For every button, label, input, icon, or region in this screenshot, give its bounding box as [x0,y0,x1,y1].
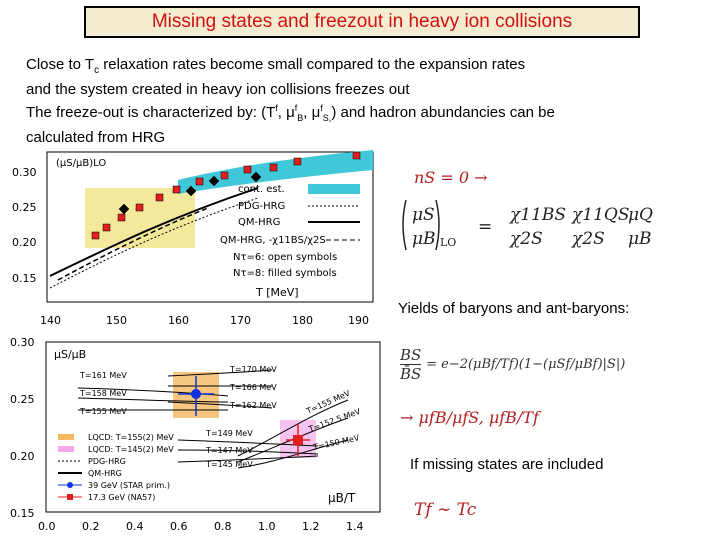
missing-states-label: If missing states are included [410,456,604,473]
bottom-legend-3: QM-HRG [88,469,122,478]
bottom-curve-label-1: T=158 MeV [79,389,127,398]
eq-ratio: BS B̄S = e−2(μBf/Tf)(1−(μSf/μBf)|S|) [400,346,625,383]
bottom-xtick-5: 1.0 [258,520,276,533]
bottom-curve-label-7: T=147 MeV [205,446,253,455]
bottom-legend-2: PDG-HRG [88,457,126,466]
top-ytick-0: 0.30 [12,166,37,179]
bottom-curve-label-0: T=161 MeV [79,371,127,380]
bottom-chart-ylabel: μS/μB [54,348,86,361]
bottom-ytick-3: 0.15 [10,507,35,520]
top-legend-3: QM-HRG, -χ11BS/χ2S [220,235,326,246]
bottom-chart-xlabel: μB/T [328,491,356,505]
eq-final: Tf ∼ Tc [414,500,477,520]
eq-chi-qs: χ11QS [571,205,630,225]
bottom-ytick-2: 0.20 [10,450,35,463]
top-chart-markers [91,151,361,240]
ratio-denominator: B̄S [400,365,422,383]
top-xtick-2: 160 [168,314,189,327]
top-xtick-3: 170 [230,314,251,327]
ratio-numerator: BS [400,346,422,365]
bottom-marker-17gev [293,435,303,445]
eq-mu-b2: μB [628,229,652,249]
bottom-ytick-1: 0.25 [10,393,35,406]
intro-line-4: calculated from HRG [26,129,166,146]
bottom-curve-label-6: T=149 MeV [205,429,253,438]
top-ytick-1: 0.25 [12,201,37,214]
bottom-legend-0: LQCD: T=155(2) MeV [88,433,174,442]
bottom-xtick-2: 0.4 [126,520,144,533]
eq-ns-zero: nS = 0 → [414,168,488,187]
top-legend-4: Nτ=6: open symbols [233,252,337,263]
top-chart-qm-line [49,187,259,277]
bottom-xtick-4: 0.8 [214,520,232,533]
intro-line-2: and the system created in heavy ion coll… [26,81,410,98]
intro-line-3: The freeze-out is characterized by: (Tf,… [26,103,555,123]
bottom-xtick-6: 1.2 [302,520,320,533]
top-chart-band [178,150,373,194]
eq-chi-s: χ2S [509,229,543,249]
intro-line-1: Close to Tc relaxation rates become smal… [26,56,526,76]
eq-chi-bs: χ11BS [509,205,566,225]
bottom-curve-label-3: T=170 MeV [229,365,277,374]
bottom-ytick-0: 0.30 [10,336,35,349]
bottom-xtick-0: 0.0 [38,520,56,533]
bottom-xtick-1: 0.2 [82,520,100,533]
bottom-curve-label-8: T=145 MeV [205,460,253,469]
top-chart: (μS/μB)LO 0.30 0.25 0.20 0.15 140 150 16… [12,150,374,327]
top-xtick-4: 180 [292,314,313,327]
bottom-curve-label-4: T=166 MeV [229,383,277,392]
bottom-curve-label-5: T=162 MeV [229,401,277,410]
top-xtick-5: 190 [348,314,369,327]
intro-text: Close to Tc relaxation rates become smal… [26,55,706,147]
top-xtick-0: 140 [40,314,61,327]
bottom-legend-1: LQCD: T=145(2) MeV [88,445,174,454]
top-chart-xlabel: T [MeV] [255,286,299,299]
top-legend-0: cont. est. [238,184,285,195]
top-chart-pdg-line [49,197,259,289]
bottom-curve-label-2: T=155 MeV [79,407,127,416]
eq-equals: = [478,217,492,237]
eq-mu-q: μQ [628,205,653,225]
eq-mu-b: μB [412,229,436,249]
eq-lo: LO [440,236,456,249]
yields-label: Yields of baryons and ant-baryons: [398,300,630,317]
bottom-xtick-7: 1.4 [346,520,364,533]
bottom-legend-5: 17.3 GeV (NA57) [88,493,155,502]
top-legend-2: QM-HRG [238,217,280,228]
top-chart-chi-line [57,207,209,281]
eq-arrow-line: → μfB/μfS, μfB/Tf [400,408,539,427]
bottom-marker-39gev [191,389,201,399]
top-chart-ylabel: (μS/μB)LO [56,158,106,169]
top-legend-1: PDG-HRG [238,201,285,212]
eq-mu-s: μS [412,205,435,225]
eq-matrix: μS μB LO = χ11BS χ2S χ11QS χ2S μQ μB [402,199,653,251]
top-ytick-2: 0.20 [12,236,37,249]
top-legend-5: Nτ=8: filled symbols [233,268,337,279]
top-xtick-1: 150 [106,314,127,327]
bottom-xtick-3: 0.6 [170,520,188,533]
bottom-legend-4: 39 GeV (STAR prim.) [88,481,170,490]
bottom-chart: μS/μB 0.30 0.25 0.20 0.15 0.0 0.2 0.4 0.… [10,336,381,533]
slide-title: Missing states and freezout in heavy ion… [84,6,640,38]
ratio-rhs: = e−2(μBf/Tf)(1−(μSf/μBf)|S|) [426,357,626,372]
top-ytick-3: 0.15 [12,272,37,285]
eq-chi-s2: χ2S [571,229,605,249]
